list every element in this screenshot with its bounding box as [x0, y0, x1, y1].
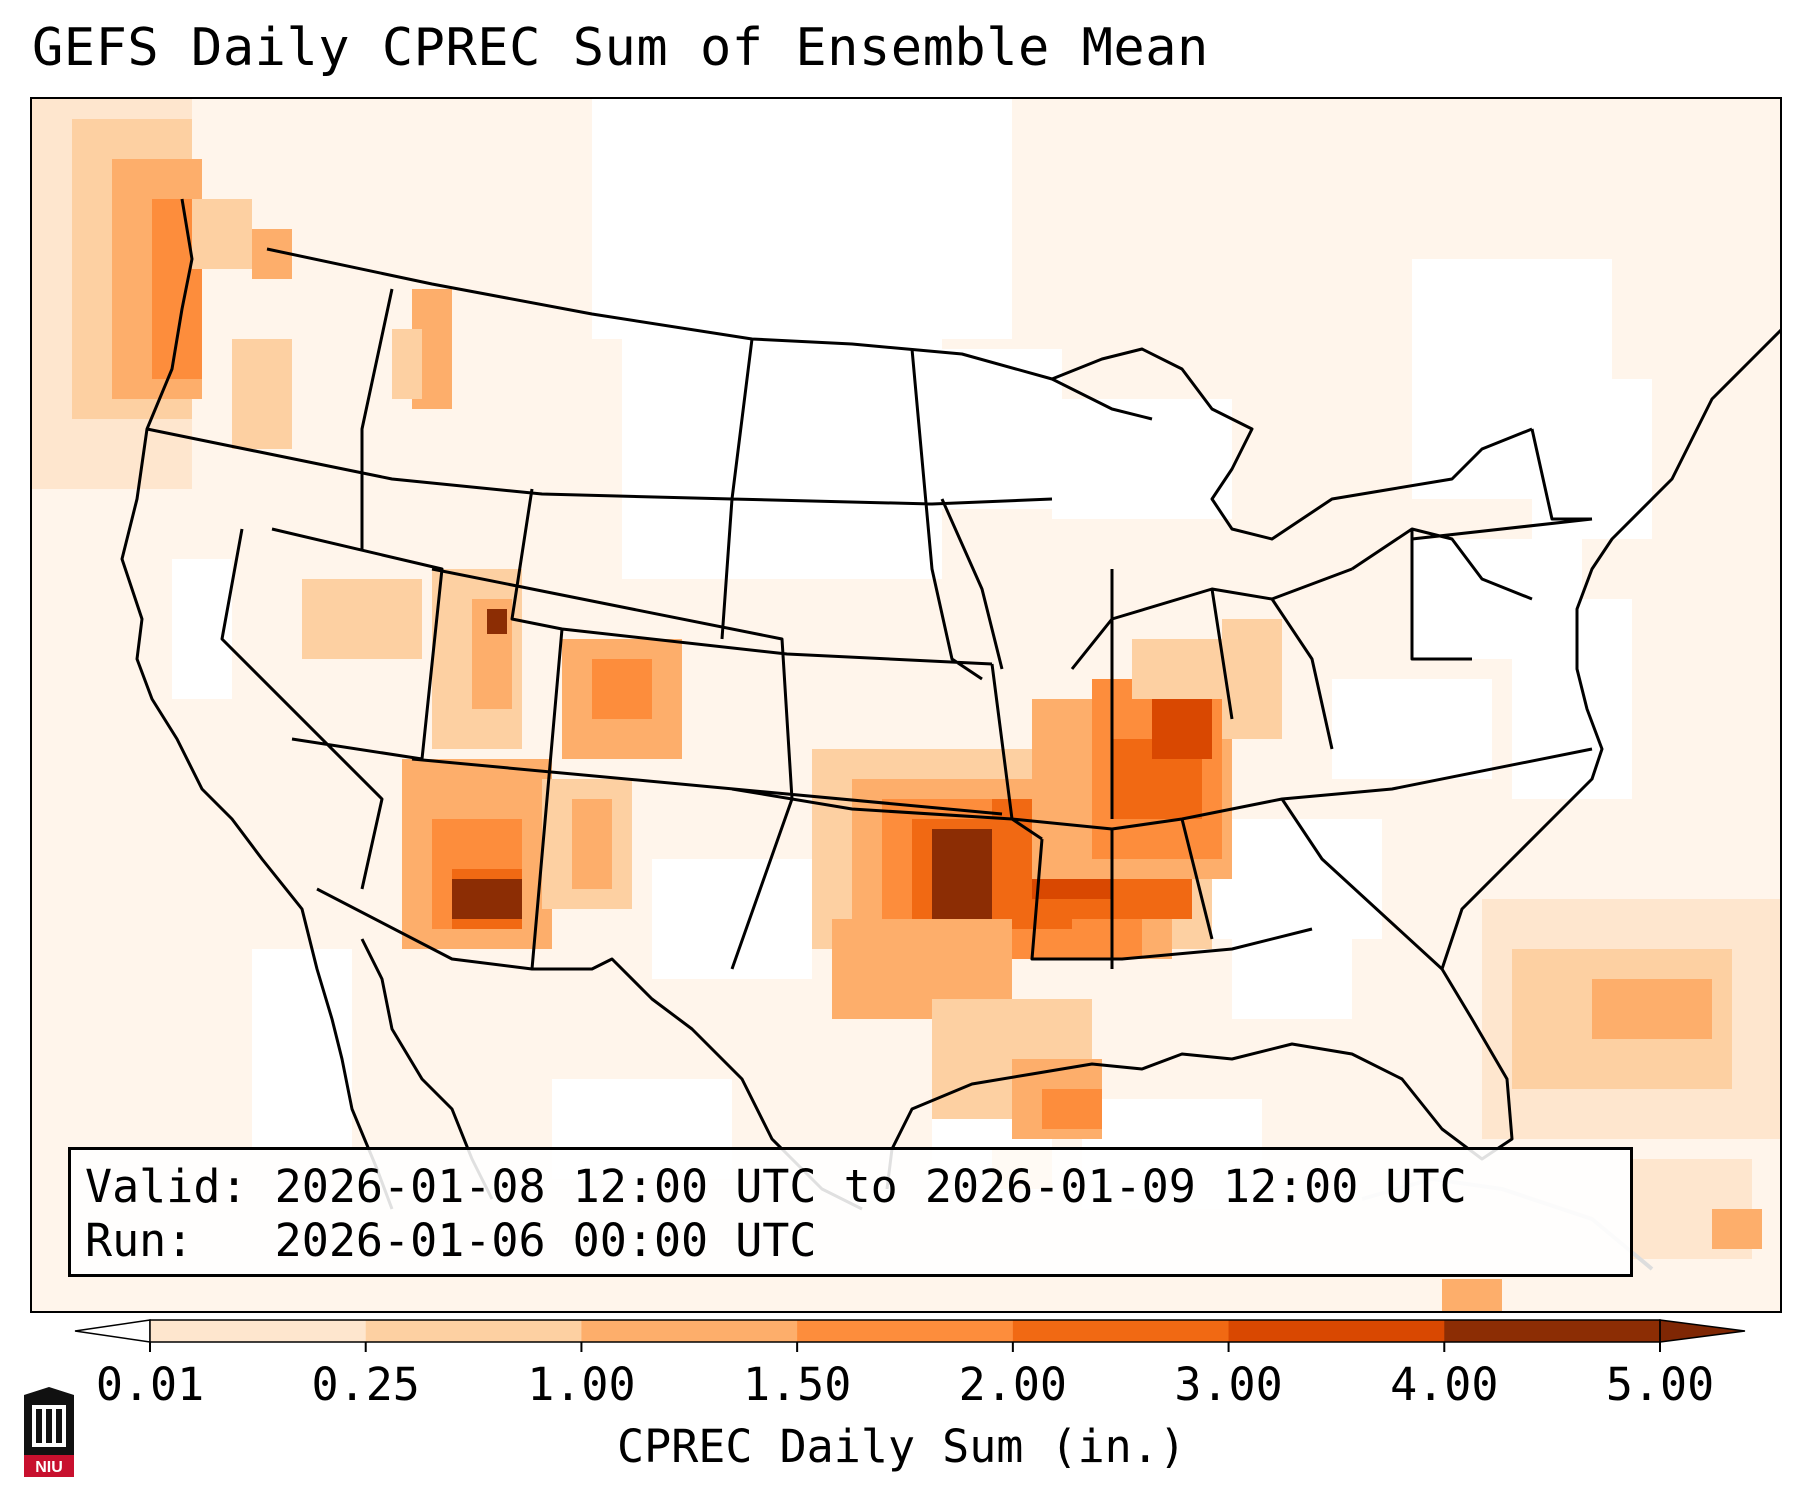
precip-cell [1232, 939, 1352, 1019]
colorbar-segment [1444, 1320, 1661, 1342]
precip-cell [1332, 679, 1492, 779]
precip-cell [632, 339, 872, 459]
colorbar-segment [581, 1320, 798, 1342]
niu-logo-icon: NIU [24, 1387, 74, 1477]
east-coast [1440, 328, 1780, 970]
tick-label-7: 5.00 [1605, 1358, 1715, 1411]
precip-cell [1132, 639, 1232, 699]
precip-cell [487, 609, 507, 634]
colorbar-frame [149, 1319, 1661, 1343]
precip-cell [592, 659, 652, 719]
great-lakes [1051, 347, 1533, 541]
precip-cell [302, 579, 422, 659]
colorbar-over-arrow [1659, 1319, 1746, 1343]
colorbar-ticks [149, 1342, 1661, 1352]
logo-text: NIU [35, 1459, 63, 1476]
tick-label-3: 1.50 [742, 1358, 852, 1411]
precip-cell [172, 559, 232, 699]
logo-banner [24, 1455, 74, 1477]
precip-cell [572, 799, 612, 889]
precip-field [32, 99, 1780, 1311]
state-borders [146, 288, 1593, 971]
colorbar-segments [74, 1319, 1746, 1343]
colorbar-segment [1228, 1320, 1445, 1342]
map-panel [30, 97, 1782, 1313]
west-coast [120, 198, 394, 1210]
boundaries [120, 198, 1780, 1211]
precip-cell [1052, 399, 1232, 519]
precip-cell [392, 329, 422, 399]
precip-cell [652, 859, 812, 979]
tick-label-0: 0.01 [95, 1358, 205, 1411]
colorbar-segment [365, 1320, 582, 1342]
precip-cell [1222, 619, 1282, 739]
precip-cell [1512, 599, 1632, 799]
colorbar-segment [1012, 1320, 1230, 1342]
precip-cell [1042, 1089, 1102, 1129]
precip-cell [592, 99, 1012, 339]
precip-cell [252, 949, 352, 1149]
tick-label-1: 0.25 [311, 1358, 420, 1411]
tick-label-6: 4.00 [1390, 1358, 1499, 1411]
precip-cell [1592, 979, 1712, 1039]
colorbar-title: CPREC Daily Sum (in.) [617, 1420, 1186, 1473]
precip-cell [192, 199, 252, 269]
precip-cell [1442, 1279, 1502, 1311]
tick-label-4: 2.00 [958, 1358, 1068, 1411]
precip-map [32, 99, 1780, 1311]
run-time: Run: 2026-01-06 00:00 UTC [85, 1214, 817, 1267]
canada-border [266, 247, 1153, 421]
valid-run-box: Valid: 2026-01-08 12:00 UTC to 2026-01-0… [68, 1147, 1633, 1277]
precip-cell [1152, 699, 1212, 759]
valid-time: Valid: 2026-01-08 12:00 UTC to 2026-01-0… [85, 1160, 1467, 1213]
map-title: GEFS Daily CPREC Sum of Ensemble Mean [32, 18, 1209, 78]
tick-label-2: 1.00 [527, 1358, 636, 1411]
precip-cell [232, 339, 292, 449]
precip-cell [1712, 1209, 1762, 1249]
colorbar-segment [797, 1320, 1014, 1342]
precip-cell [932, 349, 1062, 509]
tick-label-5: 3.00 [1174, 1358, 1283, 1411]
colorbar [74, 1319, 1746, 1352]
precip-cell [452, 879, 522, 919]
colorbar-segment [150, 1320, 367, 1342]
gulf-coast [885, 968, 1514, 1190]
colorbar-under-arrow [74, 1319, 151, 1343]
